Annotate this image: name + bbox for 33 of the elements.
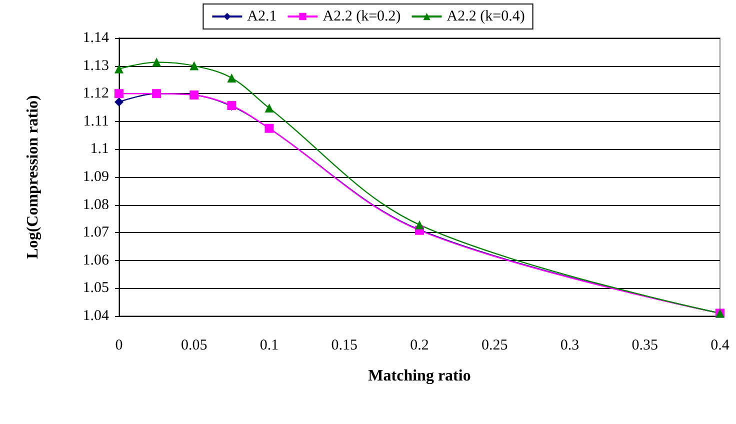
x-axis-title: Matching ratio: [368, 368, 471, 384]
y-tick-label: 1.06: [82, 252, 110, 268]
y-axis-title: Log(Compression ratio): [24, 95, 42, 259]
legend-label: A2.1: [247, 8, 277, 24]
point: [114, 97, 124, 106]
point: [264, 104, 274, 113]
y-tick-label: 1.08: [82, 196, 109, 213]
point: [190, 61, 199, 70]
x-tick-label: 0.1: [260, 338, 279, 354]
point: [415, 220, 424, 230]
y-tick-label: 1.04: [82, 308, 110, 324]
y-tick-label: 1.07: [82, 224, 110, 241]
x-tick-label: 0.4: [710, 338, 730, 354]
point: [114, 64, 124, 74]
x-tick-label: 0.15: [331, 338, 358, 354]
y-tick-label: 1.11: [83, 113, 109, 130]
x-tick-label: 0.3: [560, 338, 580, 354]
y-tick-label: 1.09: [82, 169, 109, 185]
y-tick-label: 1.13: [82, 58, 109, 74]
legend-label: A2.2 (k=0.2): [322, 8, 401, 24]
point: [114, 89, 124, 98]
y-tick-label: 1.14: [82, 30, 110, 46]
y-tick-label: 1.12: [82, 86, 109, 102]
legend-label: A2.2 (k=0.4): [446, 8, 525, 24]
x-tick-label: 0.25: [482, 338, 508, 354]
point: [227, 74, 236, 83]
y-tick-label: 1.05: [82, 280, 109, 296]
x-tick-label: 0.35: [632, 338, 658, 354]
x-tick-label: 0.05: [181, 338, 208, 354]
y-tick-label: 1.1: [90, 141, 109, 158]
x-tick-label: 0.2: [410, 338, 429, 354]
point: [152, 58, 162, 67]
x-tick-label: 0: [115, 338, 123, 354]
